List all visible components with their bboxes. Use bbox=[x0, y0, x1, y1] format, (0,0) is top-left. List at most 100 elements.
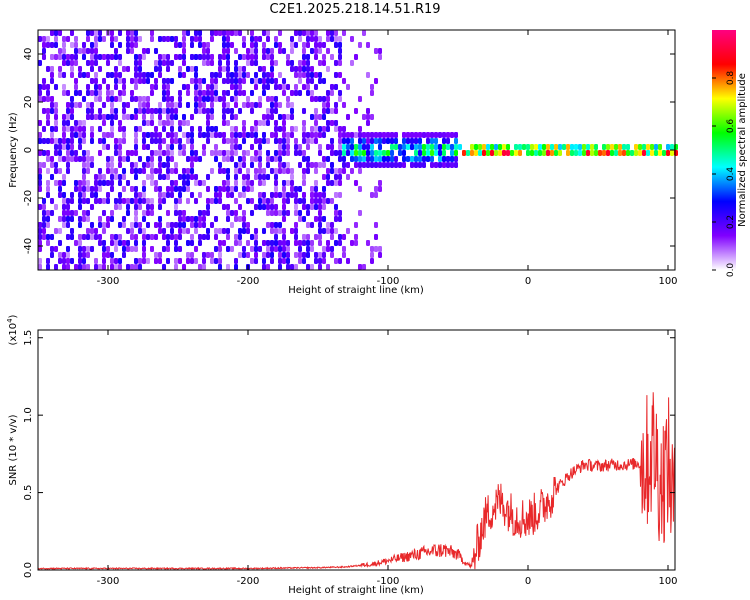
heatmap-cell bbox=[150, 174, 154, 180]
heatmap-cell bbox=[158, 114, 162, 120]
heatmap-cell bbox=[246, 186, 250, 192]
heatmap-cell bbox=[214, 144, 218, 150]
heatmap-cell bbox=[550, 144, 554, 150]
heatmap-cell bbox=[310, 114, 314, 120]
heatmap-cell bbox=[158, 198, 162, 204]
heatmap-cell bbox=[318, 264, 322, 270]
heatmap-cell bbox=[146, 102, 150, 108]
heatmap-cell bbox=[66, 54, 70, 60]
heatmap-cell bbox=[654, 150, 658, 156]
heatmap-cell bbox=[322, 132, 326, 138]
heatmap-cell bbox=[362, 114, 366, 120]
heatmap-cell bbox=[318, 126, 322, 132]
heatmap-cell bbox=[114, 96, 118, 102]
heatmap-cell bbox=[546, 150, 550, 156]
heatmap-cell bbox=[74, 60, 78, 66]
heatmap-cell bbox=[358, 264, 362, 270]
heatmap-cell bbox=[262, 84, 266, 90]
heatmap-cell bbox=[282, 78, 286, 84]
heatmap-cell bbox=[506, 144, 510, 150]
heatmap-cell bbox=[178, 126, 182, 132]
heatmap-cell bbox=[174, 234, 178, 240]
heatmap-cell bbox=[450, 144, 454, 150]
heatmap-cell bbox=[230, 210, 234, 216]
heatmap-cell bbox=[566, 150, 570, 156]
heatmap-cell bbox=[186, 186, 190, 192]
heatmap-cell bbox=[118, 162, 122, 168]
heatmap-cell bbox=[402, 138, 406, 144]
heatmap-cell bbox=[126, 150, 130, 156]
heatmap-cell bbox=[182, 180, 186, 186]
heatmap-cell bbox=[122, 102, 126, 108]
heatmap-cell bbox=[282, 258, 286, 264]
heatmap-cell bbox=[250, 54, 254, 60]
heatmap-cell bbox=[162, 54, 166, 60]
heatmap-cell bbox=[126, 210, 130, 216]
heatmap-cell bbox=[242, 210, 246, 216]
heatmap-cell bbox=[302, 126, 306, 132]
heatmap-cell bbox=[178, 216, 182, 222]
heatmap-cell bbox=[146, 156, 150, 162]
heatmap-cell bbox=[82, 120, 86, 126]
heatmap-cell bbox=[386, 138, 390, 144]
heatmap-cell bbox=[282, 246, 286, 252]
heatmap-cell bbox=[242, 192, 246, 198]
heatmap-cell bbox=[118, 78, 122, 84]
heatmap-cell bbox=[86, 156, 90, 162]
heatmap-cell bbox=[310, 90, 314, 96]
heatmap-cell bbox=[46, 108, 50, 114]
heatmap-cell bbox=[102, 138, 106, 144]
heatmap-cell bbox=[118, 120, 122, 126]
heatmap-cell bbox=[622, 150, 626, 156]
heatmap-cell bbox=[162, 138, 166, 144]
heatmap-cell bbox=[294, 228, 298, 234]
heatmap-cell bbox=[274, 222, 278, 228]
heatmap-cell bbox=[142, 120, 146, 126]
heatmap-cell bbox=[262, 138, 266, 144]
heatmap-cell bbox=[66, 126, 70, 132]
heatmap-cell bbox=[290, 180, 294, 186]
heatmap-cell bbox=[38, 96, 42, 102]
heatmap-cell bbox=[446, 138, 450, 144]
heatmap-cell bbox=[274, 228, 278, 234]
heatmap-cell bbox=[66, 252, 70, 258]
heatmap-cell bbox=[134, 198, 138, 204]
heatmap-cell bbox=[358, 138, 362, 144]
heatmap-cell bbox=[418, 156, 422, 162]
heatmap-cell bbox=[178, 42, 182, 48]
heatmap-cell bbox=[174, 204, 178, 210]
heatmap-cell bbox=[338, 36, 342, 42]
heatmap-cell bbox=[658, 150, 662, 156]
heatmap-cell bbox=[126, 228, 130, 234]
heatmap-cell bbox=[222, 96, 226, 102]
heatmap-cell bbox=[446, 156, 450, 162]
heatmap-cell bbox=[218, 150, 222, 156]
heatmap-cell bbox=[318, 78, 322, 84]
heatmap-cell bbox=[242, 102, 246, 108]
heatmap-cell bbox=[106, 246, 110, 252]
heatmap-cell bbox=[166, 174, 170, 180]
heatmap-cell bbox=[358, 150, 362, 156]
heatmap-cell bbox=[142, 108, 146, 114]
heatmap-cell bbox=[290, 168, 294, 174]
heatmap-cell bbox=[374, 192, 378, 198]
heatmap-cell bbox=[306, 30, 310, 36]
heatmap-cell bbox=[134, 54, 138, 60]
heatmap-cell bbox=[174, 258, 178, 264]
heatmap-cell bbox=[234, 210, 238, 216]
heatmap-cell bbox=[94, 198, 98, 204]
heatmap-cell bbox=[562, 144, 566, 150]
heatmap-cell bbox=[166, 120, 170, 126]
heatmap-cell bbox=[366, 120, 370, 126]
heatmap-cell bbox=[346, 162, 350, 168]
heatmap-cell bbox=[322, 162, 326, 168]
heatmap-cell bbox=[178, 150, 182, 156]
heatmap-cell bbox=[46, 114, 50, 120]
heatmap-cell bbox=[302, 198, 306, 204]
heatmap-cell bbox=[78, 252, 82, 258]
heatmap-cell bbox=[190, 54, 194, 60]
heatmap-cell bbox=[86, 90, 90, 96]
heatmap-cell bbox=[134, 162, 138, 168]
heatmap-cell bbox=[142, 228, 146, 234]
heatmap-cell bbox=[578, 150, 582, 156]
